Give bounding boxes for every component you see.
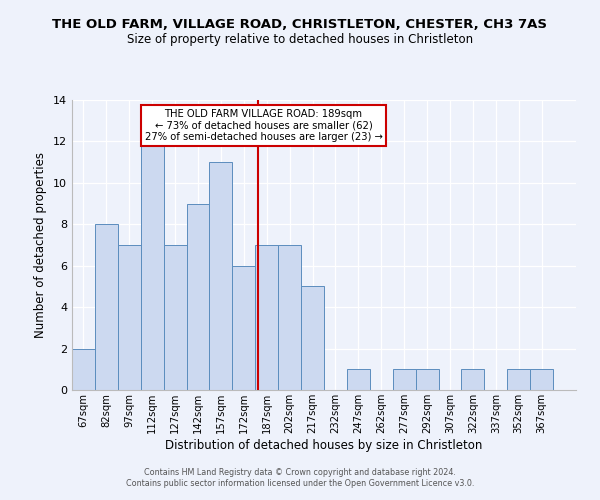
Bar bbox=[393, 370, 416, 390]
Text: Size of property relative to detached houses in Christleton: Size of property relative to detached ho… bbox=[127, 32, 473, 46]
Bar bbox=[347, 370, 370, 390]
Bar bbox=[232, 266, 255, 390]
Bar bbox=[278, 245, 301, 390]
Text: Contains HM Land Registry data © Crown copyright and database right 2024.
Contai: Contains HM Land Registry data © Crown c… bbox=[126, 468, 474, 487]
Bar bbox=[141, 142, 164, 390]
Bar bbox=[118, 245, 141, 390]
Bar bbox=[461, 370, 484, 390]
Bar bbox=[507, 370, 530, 390]
Bar bbox=[95, 224, 118, 390]
Bar bbox=[72, 348, 95, 390]
Y-axis label: Number of detached properties: Number of detached properties bbox=[34, 152, 47, 338]
Bar bbox=[164, 245, 187, 390]
Bar bbox=[187, 204, 209, 390]
Bar bbox=[416, 370, 439, 390]
Bar bbox=[209, 162, 232, 390]
Bar bbox=[301, 286, 324, 390]
Bar bbox=[530, 370, 553, 390]
Bar bbox=[255, 245, 278, 390]
Text: THE OLD FARM, VILLAGE ROAD, CHRISTLETON, CHESTER, CH3 7AS: THE OLD FARM, VILLAGE ROAD, CHRISTLETON,… bbox=[53, 18, 548, 30]
X-axis label: Distribution of detached houses by size in Christleton: Distribution of detached houses by size … bbox=[166, 438, 482, 452]
Text: THE OLD FARM VILLAGE ROAD: 189sqm
← 73% of detached houses are smaller (62)
27% : THE OLD FARM VILLAGE ROAD: 189sqm ← 73% … bbox=[145, 108, 382, 142]
